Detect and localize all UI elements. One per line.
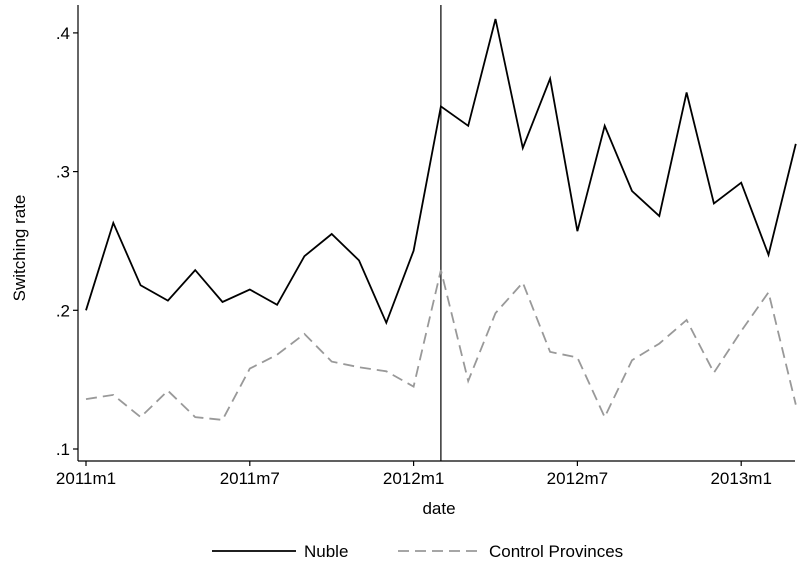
- series-line-nuble: [85, 18, 797, 326]
- y-tick-label: .1: [56, 440, 70, 459]
- y-tick-label: .3: [56, 163, 70, 182]
- legend: Nuble Control Provinces: [212, 542, 623, 561]
- series-line-control-provinces: [85, 269, 797, 421]
- x-tick-label: 2012m7: [547, 469, 608, 488]
- y-axis-label: Switching rate: [10, 195, 29, 302]
- x-axis-label: date: [422, 499, 455, 518]
- y-tick-label: .2: [56, 301, 70, 320]
- legend-label: Nuble: [304, 542, 348, 561]
- axes: .1 .2 .3 .4 2011m1 2011m7 2012m1 2012m7 2013m1: [56, 5, 795, 488]
- y-tick-label: .4: [56, 24, 70, 43]
- x-tick-label: 2011m1: [56, 469, 116, 488]
- legend-label: Control Provinces: [489, 542, 623, 561]
- x-tick-label: 2013m1: [710, 469, 771, 488]
- x-tick-label: 2011m7: [220, 469, 280, 488]
- series-layer: [85, 18, 797, 421]
- x-tick-label: 2012m1: [383, 469, 444, 488]
